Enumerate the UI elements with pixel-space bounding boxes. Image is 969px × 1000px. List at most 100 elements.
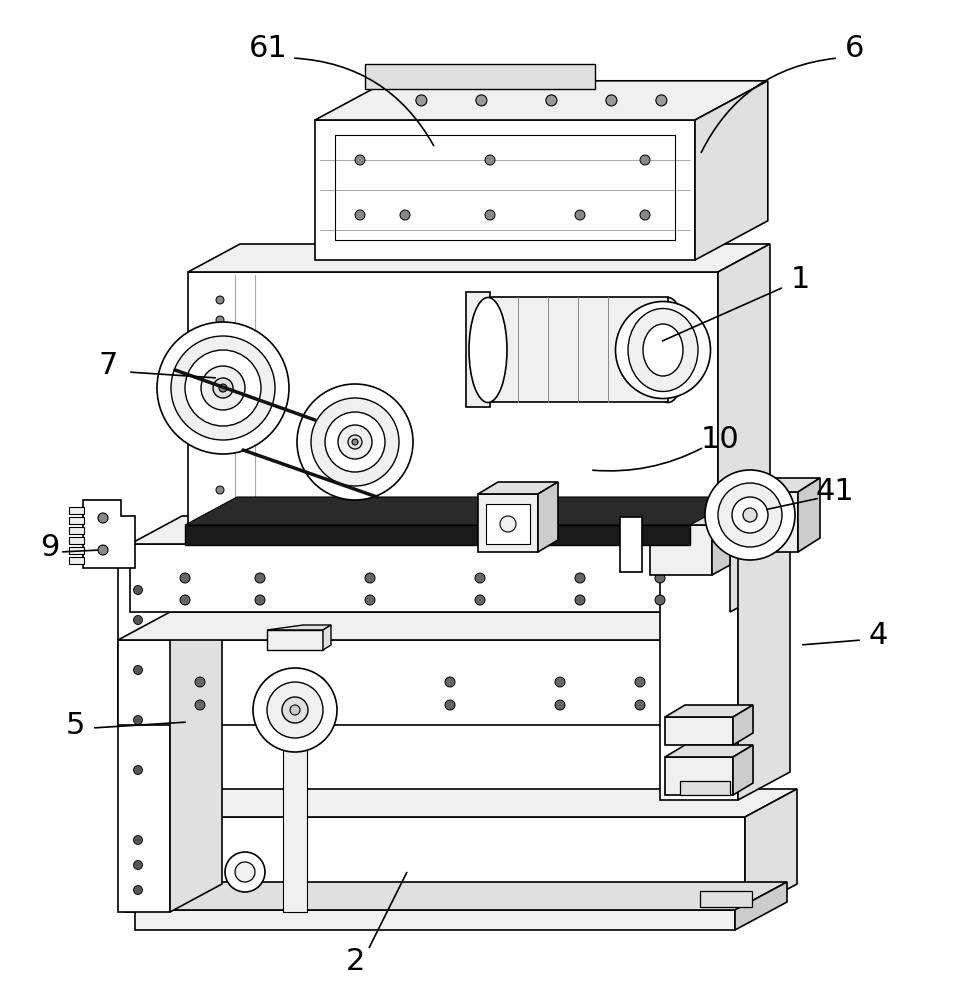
Polygon shape bbox=[659, 522, 789, 550]
FancyArrowPatch shape bbox=[701, 58, 834, 153]
Circle shape bbox=[654, 573, 665, 583]
Circle shape bbox=[355, 155, 364, 165]
Polygon shape bbox=[665, 717, 733, 745]
Circle shape bbox=[704, 470, 795, 560]
Circle shape bbox=[476, 95, 486, 106]
Circle shape bbox=[352, 439, 358, 445]
Polygon shape bbox=[730, 516, 781, 612]
Circle shape bbox=[575, 595, 584, 605]
Circle shape bbox=[606, 95, 616, 106]
Circle shape bbox=[311, 398, 398, 486]
Polygon shape bbox=[188, 244, 769, 272]
Circle shape bbox=[282, 697, 308, 723]
Circle shape bbox=[364, 595, 375, 605]
Circle shape bbox=[475, 573, 484, 583]
Circle shape bbox=[195, 700, 204, 710]
Polygon shape bbox=[744, 789, 797, 912]
Circle shape bbox=[134, 666, 142, 674]
Circle shape bbox=[134, 766, 142, 774]
Circle shape bbox=[216, 316, 224, 324]
Circle shape bbox=[180, 573, 190, 583]
Text: 41: 41 bbox=[815, 478, 854, 506]
Circle shape bbox=[717, 483, 781, 547]
Circle shape bbox=[635, 677, 644, 687]
Circle shape bbox=[234, 862, 255, 882]
Circle shape bbox=[635, 700, 644, 710]
Polygon shape bbox=[733, 745, 752, 795]
Bar bbox=[334, 135, 674, 240]
Circle shape bbox=[554, 700, 564, 710]
FancyArrowPatch shape bbox=[295, 58, 433, 146]
Bar bbox=[69, 557, 84, 564]
Polygon shape bbox=[717, 244, 769, 532]
Circle shape bbox=[290, 705, 299, 715]
Bar bbox=[69, 507, 84, 514]
Polygon shape bbox=[733, 612, 784, 725]
Bar bbox=[185, 525, 689, 545]
Circle shape bbox=[134, 886, 142, 894]
Polygon shape bbox=[170, 524, 222, 912]
Circle shape bbox=[157, 322, 289, 454]
Bar bbox=[283, 707, 306, 912]
Polygon shape bbox=[118, 640, 733, 725]
Polygon shape bbox=[125, 817, 744, 912]
Circle shape bbox=[216, 486, 224, 494]
Circle shape bbox=[575, 573, 584, 583]
Bar bbox=[465, 292, 489, 407]
Circle shape bbox=[216, 386, 224, 394]
Polygon shape bbox=[717, 492, 797, 552]
Circle shape bbox=[315, 677, 325, 687]
Circle shape bbox=[297, 384, 413, 500]
Bar bbox=[69, 517, 84, 524]
Circle shape bbox=[219, 384, 227, 392]
Polygon shape bbox=[737, 522, 789, 800]
Circle shape bbox=[655, 95, 667, 106]
Polygon shape bbox=[478, 482, 557, 494]
Circle shape bbox=[546, 95, 556, 106]
Text: 61: 61 bbox=[248, 34, 287, 63]
Text: 4: 4 bbox=[867, 620, 887, 650]
Polygon shape bbox=[315, 81, 767, 120]
Text: 2: 2 bbox=[345, 947, 364, 976]
Circle shape bbox=[225, 852, 265, 892]
Circle shape bbox=[216, 346, 224, 354]
Circle shape bbox=[554, 677, 564, 687]
Ellipse shape bbox=[648, 298, 686, 402]
Circle shape bbox=[195, 677, 204, 687]
Circle shape bbox=[201, 366, 245, 410]
Polygon shape bbox=[323, 625, 330, 650]
Bar bbox=[679, 781, 730, 795]
Text: 1: 1 bbox=[790, 265, 809, 294]
Bar bbox=[485, 504, 529, 544]
Circle shape bbox=[445, 677, 454, 687]
Polygon shape bbox=[733, 705, 752, 745]
Circle shape bbox=[216, 436, 224, 444]
Circle shape bbox=[98, 545, 108, 555]
Circle shape bbox=[640, 210, 649, 220]
Ellipse shape bbox=[469, 298, 507, 402]
Circle shape bbox=[416, 95, 426, 106]
Polygon shape bbox=[538, 482, 557, 552]
Polygon shape bbox=[188, 272, 717, 532]
Polygon shape bbox=[135, 910, 735, 930]
Circle shape bbox=[134, 615, 142, 624]
Circle shape bbox=[355, 210, 364, 220]
Polygon shape bbox=[266, 625, 330, 630]
Circle shape bbox=[499, 516, 516, 532]
Polygon shape bbox=[797, 478, 819, 552]
Circle shape bbox=[134, 835, 142, 844]
Circle shape bbox=[348, 435, 361, 449]
Text: 7: 7 bbox=[98, 351, 117, 379]
Polygon shape bbox=[735, 882, 786, 930]
Bar bbox=[69, 547, 84, 554]
Polygon shape bbox=[694, 81, 767, 260]
Text: 10: 10 bbox=[700, 426, 738, 454]
Circle shape bbox=[732, 497, 767, 533]
Circle shape bbox=[255, 595, 265, 605]
Circle shape bbox=[255, 573, 265, 583]
Circle shape bbox=[654, 595, 665, 605]
Text: 5: 5 bbox=[65, 710, 84, 739]
Circle shape bbox=[315, 700, 325, 710]
Circle shape bbox=[399, 210, 410, 220]
Circle shape bbox=[180, 595, 190, 605]
